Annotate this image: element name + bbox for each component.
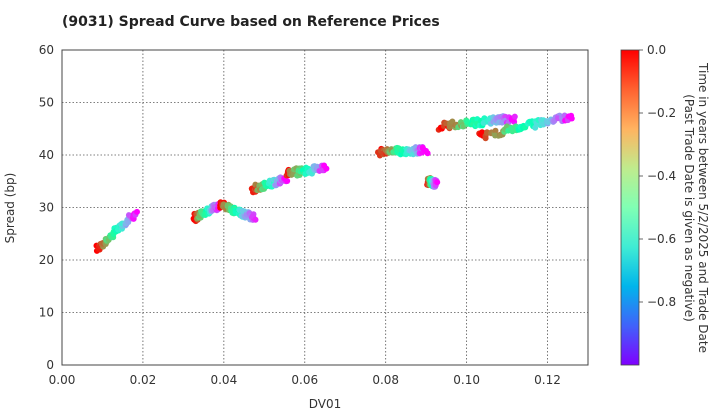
data-point (424, 150, 431, 157)
colorbar-label-line2: (Past Trade Date is given as negative) (682, 94, 696, 322)
x-tick-label: 0.02 (130, 373, 157, 387)
y-tick-label: 60 (39, 43, 54, 57)
chart-title: (9031) Spread Curve based on Reference P… (62, 14, 440, 30)
colorbar (620, 49, 640, 366)
plot-frame (61, 49, 589, 366)
x-tick-label: 0.08 (372, 373, 399, 387)
data-point (323, 165, 330, 172)
y-tick-labels: 0 10 20 30 40 50 60 (39, 43, 54, 372)
x-tick-label: 0.10 (453, 373, 480, 387)
y-tick-label: 50 (39, 96, 54, 110)
y-tick-label: 0 (46, 358, 54, 372)
x-tick-label: 0.00 (49, 373, 76, 387)
data-point (568, 115, 575, 122)
x-axis-label: DV01 (309, 397, 342, 411)
data-point (125, 219, 132, 226)
y-tick-label: 20 (39, 253, 54, 267)
x-tick-label: 0.12 (534, 373, 561, 387)
data-point (511, 113, 518, 120)
x-tick-label: 0.06 (291, 373, 318, 387)
y-tick-label: 40 (39, 148, 54, 162)
colorbar-tick-label: 0.0 (647, 43, 666, 57)
colorbar-tick-label: −0.4 (647, 169, 676, 183)
x-tick-label: 0.04 (210, 373, 237, 387)
x-tick-labels: 0.00 0.02 0.04 0.06 0.08 0.10 0.12 (49, 373, 561, 387)
colorbar-ticks: 0.0 −0.2 −0.4 −0.6 −0.8 (639, 43, 676, 309)
colorbar-label-line1: Time in years between 5/2/2025 and Trade… (696, 62, 710, 353)
y-tick-label: 30 (39, 201, 54, 215)
data-point (434, 179, 441, 186)
data-point (492, 127, 499, 134)
data-point (252, 216, 259, 223)
y-axis-label: Spread (bp) (3, 173, 17, 244)
colorbar-tick-label: −0.6 (647, 232, 676, 246)
data-points (93, 112, 575, 254)
data-point (134, 208, 140, 215)
y-tick-label: 10 (39, 306, 54, 320)
colorbar-tick-label: −0.8 (647, 295, 676, 309)
colorbar-tick-label: −0.2 (647, 106, 676, 120)
grid-lines (62, 50, 588, 365)
